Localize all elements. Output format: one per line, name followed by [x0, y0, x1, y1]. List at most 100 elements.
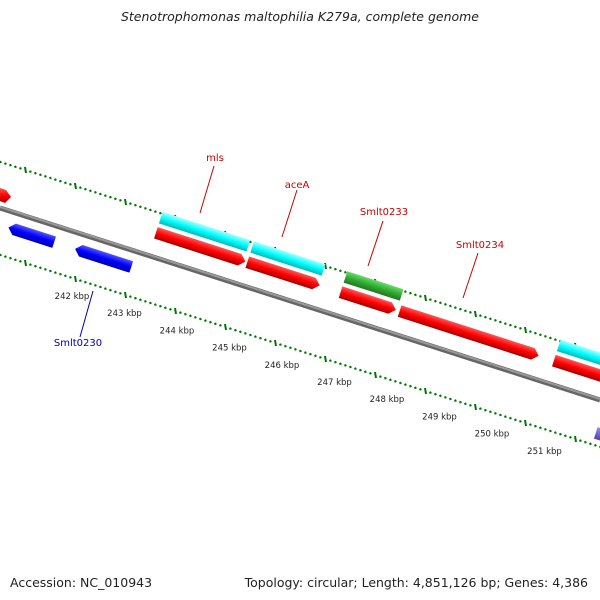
outer-ring-minor-tick: [118, 198, 122, 202]
inner-ring-minor-tick: [418, 387, 422, 391]
gene-aceA[interactable]: [250, 241, 326, 276]
inner-ring-minor-tick: [563, 434, 567, 438]
outer-ring-minor-tick: [533, 331, 537, 335]
outer-ring-minor-tick: [498, 320, 502, 324]
inner-ring-minor-tick: [0, 253, 2, 257]
outer-ring-minor-tick: [448, 304, 452, 308]
outer-ring-minor-tick: [488, 317, 492, 321]
outer-ring-minor-tick: [463, 309, 467, 313]
inner-ring-minor-tick: [193, 315, 197, 319]
inner-ring-minor-tick: [18, 259, 22, 263]
outer-ring-minor-tick: [68, 182, 72, 186]
cds-smlt0234[interactable]: [397, 305, 541, 361]
inner-ring-minor-tick: [278, 343, 282, 347]
cds-forward-partial-left[interactable]: [0, 188, 11, 203]
outer-ring-minor-tick: [513, 325, 517, 329]
inner-ring-minor-tick: [33, 264, 37, 268]
scale-label: 248 kbp: [370, 395, 405, 405]
inner-ring-minor-tick: [233, 328, 237, 332]
inner-ring-minor-tick: [353, 367, 357, 371]
outer-ring-minor-tick: [418, 294, 422, 298]
outer-ring-minor-tick: [53, 178, 57, 182]
outer-ring-minor-tick: [138, 205, 142, 209]
inner-ring-minor-tick: [3, 255, 7, 259]
gene-label-smlt0230[interactable]: Smlt0230: [54, 338, 102, 349]
outer-ring-minor-tick: [88, 189, 92, 193]
inner-ring-minor-tick: [253, 335, 257, 339]
inner-ring-minor-tick: [238, 330, 242, 334]
cds-smlt0233[interactable]: [338, 286, 398, 315]
outer-ring-minor-tick: [133, 203, 137, 207]
inner-ring-minor-tick: [553, 431, 557, 435]
outer-ring-minor-tick: [518, 326, 522, 330]
outer-ring-minor-tick: [13, 165, 17, 169]
inner-ring-minor-tick: [458, 400, 462, 404]
inner-ring-minor-tick: [493, 411, 497, 415]
scale-label: 244 kbp: [160, 326, 195, 336]
outer-ring-minor-tick: [548, 336, 552, 340]
outer-ring-minor-tick: [83, 187, 87, 191]
outer-ring-minor-tick: [483, 315, 487, 319]
outer-ring-minor-tick: [8, 163, 12, 167]
outer-ring-minor-tick: [493, 318, 497, 322]
cds-reverse-1[interactable]: [7, 222, 56, 248]
outer-ring-minor-tick: [248, 240, 252, 244]
cds-smlt0230[interactable]: [73, 243, 134, 273]
inner-ring-major-tick: [574, 435, 577, 443]
inner-ring-major-tick: [374, 371, 377, 379]
inner-ring-minor-tick: [283, 344, 287, 348]
outer-ring-minor-tick: [528, 330, 532, 334]
inner-ring-minor-tick: [463, 402, 467, 406]
inner-ring-minor-tick: [508, 416, 512, 420]
inner-ring-minor-tick: [528, 423, 532, 427]
inner-ring-minor-tick: [538, 426, 542, 430]
topology-label: Topology: circular; Length: 4,851,126 bp…: [244, 575, 588, 590]
outer-ring-major-tick: [324, 262, 327, 270]
inner-ring-minor-tick: [518, 419, 522, 423]
gene-mls[interactable]: [158, 211, 251, 252]
outer-ring-minor-tick: [58, 179, 62, 183]
inner-ring-minor-tick: [28, 263, 32, 267]
inner-ring-minor-tick: [163, 306, 167, 310]
inner-ring-minor-tick: [268, 339, 272, 343]
inner-ring-major-tick: [224, 323, 227, 331]
gene-label-aceA[interactable]: aceA: [285, 180, 310, 191]
rna-smlt0233[interactable]: [343, 271, 404, 301]
outer-ring-major-tick: [74, 182, 77, 190]
outer-ring-minor-tick: [443, 302, 447, 306]
outer-ring-minor-tick: [33, 171, 37, 175]
scale-labels: 242 kbp 243 kbp 244 kbp 245 kbp 246 kbp 247 k…: [55, 292, 562, 457]
inner-ring-minor-tick: [513, 418, 517, 422]
inner-ring-minor-tick: [588, 442, 592, 446]
outer-ring-minor-tick: [108, 195, 112, 199]
inner-ring-minor-tick: [228, 327, 232, 331]
gene-label-mls[interactable]: mls: [206, 153, 224, 164]
outer-ring-minor-tick: [478, 314, 482, 318]
outer-ring-minor-tick: [503, 322, 507, 326]
inner-ring-minor-tick: [58, 272, 62, 276]
inner-ring-major-tick: [124, 291, 127, 299]
outer-ring-minor-tick: [158, 211, 162, 215]
outer-ring-minor-tick: [468, 310, 472, 314]
inner-ring-minor-tick: [128, 295, 132, 299]
feature-other-right-edge[interactable]: [593, 427, 600, 457]
outer-ring-major-tick: [424, 294, 427, 302]
gene-label-smlt0234[interactable]: Smlt0234: [456, 240, 504, 251]
gene-right-edge[interactable]: [556, 339, 600, 373]
outer-ring-minor-tick: [113, 197, 117, 201]
inner-ring-minor-tick: [443, 395, 447, 399]
cds-mls[interactable]: [154, 227, 247, 267]
inner-ring-minor-tick: [43, 267, 47, 271]
inner-ring-minor-tick: [113, 290, 117, 294]
cds-right-edge[interactable]: [552, 354, 600, 390]
outer-ring-minor-tick: [458, 307, 462, 311]
inner-ring-minor-tick: [143, 299, 147, 303]
inner-ring-major-tick: [174, 307, 177, 315]
inner-ring-minor-tick: [153, 303, 157, 307]
gene-label-smlt0233[interactable]: Smlt0233: [360, 207, 408, 218]
inner-ring-minor-tick: [503, 415, 507, 419]
inner-ring-minor-tick: [243, 331, 247, 335]
inner-ring-minor-tick: [313, 354, 317, 358]
cds-aceA[interactable]: [245, 256, 321, 291]
inner-ring-minor-tick: [338, 362, 342, 366]
